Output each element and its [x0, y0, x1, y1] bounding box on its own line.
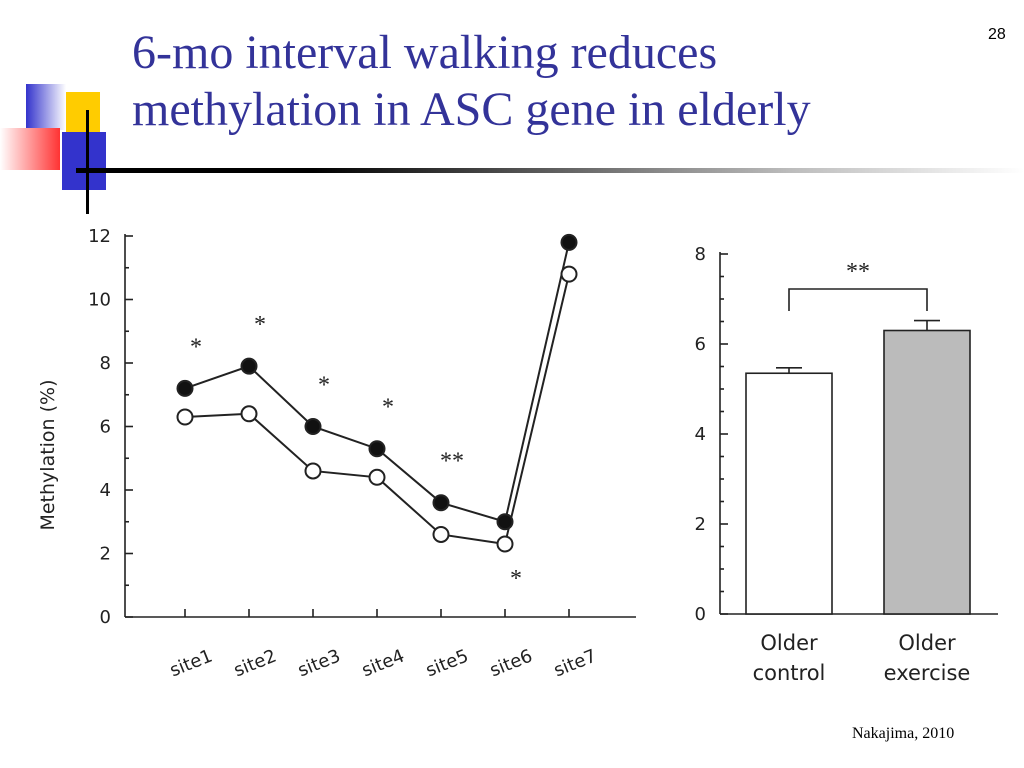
- comparison-significance: **: [846, 259, 870, 285]
- citation: Nakajima, 2010: [852, 725, 955, 742]
- y-tick-label: 10: [88, 290, 111, 311]
- title-line-2: methylation in ASC gene in elderly: [132, 83, 811, 136]
- x-tick-label: site2: [231, 645, 280, 681]
- x-tick-label: site7: [551, 645, 600, 681]
- bar-chart: 0 2 4 6 8 Older control Older exercise **: [695, 244, 998, 685]
- y-tick-label: 0: [695, 604, 706, 625]
- y-tick-label: 6: [695, 334, 706, 355]
- x-category-label: exercise: [884, 661, 971, 685]
- data-point-filled: [560, 233, 578, 251]
- data-point-open: [368, 468, 386, 486]
- data-point-open: [560, 265, 578, 283]
- y-tick-label: 4: [100, 480, 111, 501]
- x-tick-label: site1: [167, 645, 216, 681]
- title-underline: [76, 168, 1024, 173]
- data-point-open: [496, 535, 514, 553]
- title-line-1: 6-mo interval walking reduces: [132, 26, 718, 79]
- data-point-filled: [176, 379, 194, 397]
- bar: [883, 329, 971, 615]
- y-tick-label: 2: [100, 544, 111, 565]
- x-tick-label: site6: [487, 645, 536, 681]
- comparison-bracket: [788, 288, 928, 311]
- data-point-open: [432, 525, 450, 543]
- data-point-open: [240, 405, 258, 423]
- line-chart: Methylation (%) 0 2 4 6 8 10 12 site1 site2 site…: [37, 226, 636, 681]
- y-tick-label: 12: [88, 226, 111, 247]
- data-point-open: [176, 408, 194, 426]
- deco-vertical-line: [86, 110, 89, 214]
- x-category-label: control: [753, 661, 826, 685]
- significance-marker: *: [382, 395, 394, 421]
- y-axis-label: Methylation (%): [37, 379, 59, 530]
- data-point-filled: [432, 494, 450, 512]
- y-tick-label: 8: [695, 244, 706, 265]
- significance-marker: **: [440, 449, 464, 475]
- y-tick-label: 0: [100, 607, 111, 628]
- y-tick-label: 6: [100, 417, 111, 438]
- significance-marker: *: [318, 373, 330, 399]
- data-point-filled: [368, 440, 386, 458]
- significance-marker: *: [254, 312, 266, 338]
- bar: [745, 372, 833, 615]
- deco-yellow-square: [66, 92, 100, 132]
- slide-number: 28: [988, 26, 1006, 43]
- x-category-label: Older: [898, 631, 956, 655]
- deco-blue-square-2: [62, 132, 106, 190]
- x-tick-label: site4: [359, 645, 408, 681]
- significance-marker: *: [190, 334, 202, 360]
- data-point-filled: [304, 418, 322, 435]
- y-tick-label: 4: [695, 424, 706, 445]
- y-tick-label: 2: [695, 514, 706, 535]
- y-tick-label: 8: [100, 353, 111, 374]
- deco-blue-square: [26, 84, 66, 130]
- x-tick-label: site5: [423, 645, 472, 681]
- significance-marker: *: [510, 566, 522, 592]
- data-point-filled: [240, 357, 258, 375]
- x-category-label: Older: [760, 631, 818, 655]
- x-tick-label: site3: [295, 645, 344, 681]
- deco-red-bar: [0, 128, 60, 170]
- slide-title: 6-mo interval walking reduces methylatio…: [132, 24, 972, 138]
- data-point-filled: [496, 513, 514, 531]
- data-point-open: [304, 462, 322, 480]
